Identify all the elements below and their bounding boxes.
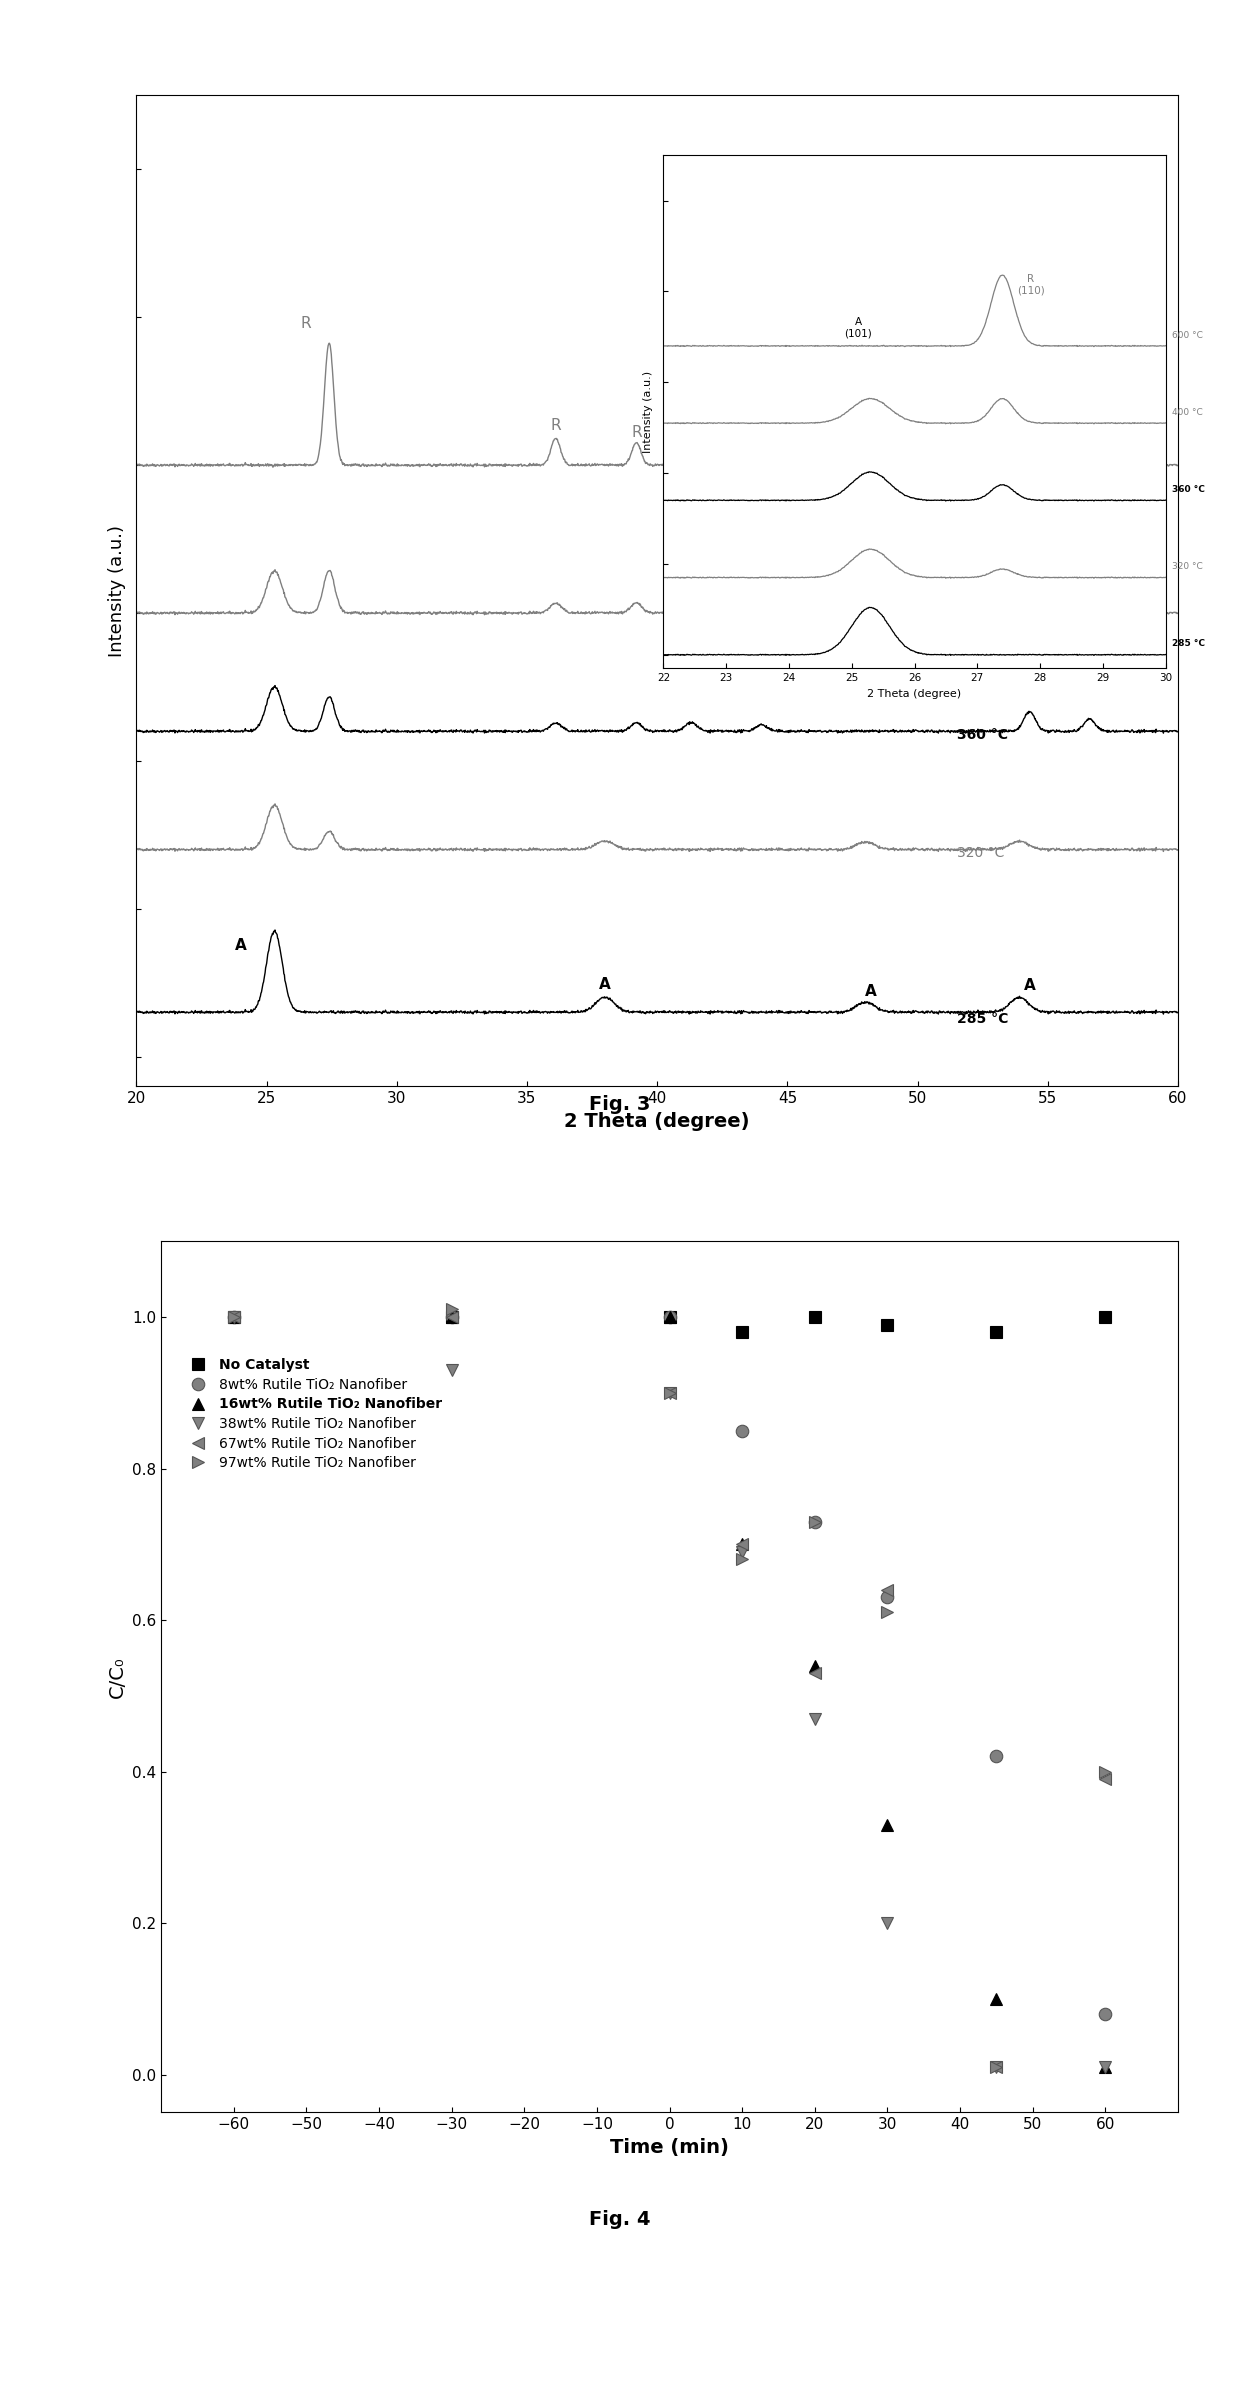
Text: 600 °C: 600 °C (852, 461, 900, 475)
Text: 400 °C: 400 °C (1172, 408, 1203, 418)
Text: R: R (631, 425, 641, 439)
Text: A: A (864, 983, 877, 998)
Text: 360 °C: 360 °C (957, 728, 1008, 742)
Text: 360 °C: 360 °C (1172, 485, 1205, 494)
Text: R: R (300, 315, 311, 332)
Text: 320 °C: 320 °C (1172, 561, 1203, 570)
Text: R: R (756, 432, 766, 446)
Text: R: R (686, 420, 697, 434)
Legend: No Catalyst, 8wt% Rutile TiO₂ Nanofiber, 16wt% Rutile TiO₂ Nanofiber, 38wt% Ruti: No Catalyst, 8wt% Rutile TiO₂ Nanofiber,… (179, 1353, 448, 1475)
Text: 320 °C: 320 °C (957, 845, 1004, 859)
Text: R: R (551, 418, 560, 432)
Text: A: A (599, 976, 611, 991)
Text: Fig. 4: Fig. 4 (589, 2210, 651, 2229)
Y-axis label: Intensity (a.u.): Intensity (a.u.) (108, 525, 126, 656)
Text: R: R (1084, 415, 1095, 430)
Text: Fig. 3: Fig. 3 (589, 1096, 651, 1115)
Text: 600 °C: 600 °C (1172, 329, 1203, 339)
Text: A: A (1024, 979, 1035, 993)
Y-axis label: Intensity (a.u.): Intensity (a.u.) (644, 370, 653, 454)
Text: A: A (234, 938, 247, 952)
Text: R: R (1024, 396, 1035, 413)
Text: R
(110): R (110) (1017, 275, 1044, 296)
X-axis label: Time (min): Time (min) (610, 2139, 729, 2158)
Text: 400 °C: 400 °C (957, 609, 1004, 623)
X-axis label: 2 Theta (degree): 2 Theta (degree) (868, 690, 961, 699)
X-axis label: 2 Theta (degree): 2 Theta (degree) (564, 1112, 750, 1131)
Text: 285 °C: 285 °C (957, 1012, 1008, 1026)
Text: A
(101): A (101) (844, 317, 872, 339)
Y-axis label: C/C₀: C/C₀ (108, 1657, 126, 1697)
Text: 285 °C: 285 °C (1172, 640, 1205, 649)
